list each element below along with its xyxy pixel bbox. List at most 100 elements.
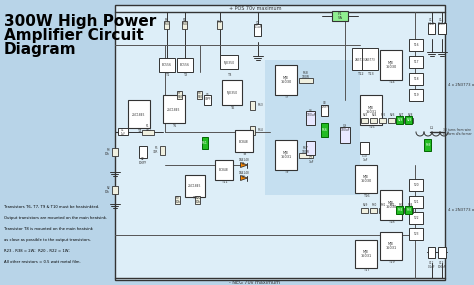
Text: T4: T4: [137, 129, 141, 133]
Bar: [438, 247, 446, 258]
Bar: [362, 48, 378, 70]
Text: R9
10k: R9 10k: [175, 196, 181, 204]
Bar: [409, 56, 423, 68]
Text: C6
100uF: C6 100uF: [306, 109, 316, 117]
Text: R29: R29: [406, 118, 412, 122]
Text: C2
100PF: C2 100PF: [139, 157, 147, 165]
Text: R8
560: R8 560: [198, 91, 202, 99]
Text: R13: R13: [258, 103, 264, 107]
Text: R1
560: R1 560: [164, 18, 170, 26]
Text: R35: R35: [406, 208, 411, 212]
Text: R2
560: R2 560: [182, 18, 188, 26]
Text: MJE
15030: MJE 15030: [360, 175, 372, 183]
Text: Transistors T6, T7, T9 & T10 must be heatsinkted.: Transistors T6, T7, T9 & T10 must be hea…: [4, 205, 100, 209]
Bar: [398, 117, 404, 123]
Bar: [361, 142, 370, 154]
Text: T17: T17: [363, 268, 369, 272]
Text: T18: T18: [413, 77, 419, 81]
Bar: [396, 206, 403, 214]
Bar: [409, 196, 423, 208]
Text: T1: T1: [165, 73, 169, 77]
Bar: [360, 95, 382, 125]
Bar: [115, 5, 445, 280]
Bar: [198, 91, 202, 99]
Text: R26: R26: [389, 113, 395, 117]
Bar: [389, 117, 395, 123]
Bar: [398, 207, 404, 213]
Text: C10
1uF: C10 1uF: [362, 154, 368, 162]
Bar: [275, 65, 297, 95]
Text: R23 - R38 = 2W;  R20 - R22 = 1W;: R23 - R38 = 2W; R20 - R22 = 1W;: [4, 249, 70, 253]
Bar: [355, 240, 377, 268]
Text: T20: T20: [413, 183, 419, 187]
Text: 30 turns from wire
on form d/a former: 30 turns from wire on form d/a former: [443, 128, 472, 136]
Text: C8
100PF: C8 100PF: [321, 101, 329, 109]
Text: 2N3773: 2N3773: [365, 58, 375, 62]
Text: T19: T19: [413, 93, 419, 97]
Text: Output transistors are mounted on the main heatsink.: Output transistors are mounted on the ma…: [4, 216, 107, 220]
Text: MJE
15030: MJE 15030: [385, 201, 397, 209]
Text: T19: T19: [388, 260, 394, 264]
Text: R29: R29: [362, 203, 368, 207]
Text: MJE
15031: MJE 15031: [385, 242, 397, 250]
Bar: [380, 50, 402, 80]
Text: MJE
15031: MJE 15031: [360, 250, 372, 258]
Text: MJE
15030: MJE 15030: [385, 61, 397, 69]
Text: T16: T16: [363, 194, 369, 198]
Text: MJE
15031: MJE 15031: [365, 106, 377, 114]
Text: BC848: BC848: [219, 168, 229, 172]
Text: R31: R31: [380, 203, 386, 207]
Bar: [299, 78, 313, 82]
Bar: [128, 100, 150, 128]
Text: T11: T11: [221, 180, 228, 184]
Text: BC556: BC556: [162, 63, 172, 67]
Bar: [407, 117, 413, 123]
Text: R39: R39: [425, 143, 431, 147]
Text: MJE350: MJE350: [223, 61, 235, 65]
Text: L1: L1: [430, 126, 434, 130]
Bar: [380, 190, 402, 220]
Bar: [405, 116, 412, 124]
Bar: [371, 117, 377, 123]
Text: R2
10k: R2 10k: [105, 186, 110, 194]
Text: - NEG 70v maximum: - NEG 70v maximum: [229, 280, 281, 284]
Text: R11: R11: [202, 141, 208, 145]
Text: 2N3773: 2N3773: [355, 58, 365, 62]
Text: R34: R34: [407, 203, 413, 207]
Bar: [195, 196, 201, 204]
Text: MJE
15031: MJE 15031: [281, 151, 292, 159]
Bar: [250, 125, 255, 135]
Bar: [112, 148, 118, 156]
Bar: [177, 58, 193, 72]
Text: C3
0.1uF: C3 0.1uF: [254, 21, 262, 29]
Text: 1N4148
D2: 1N4148 D2: [238, 171, 249, 179]
Text: T10: T10: [191, 196, 198, 200]
Text: T5: T5: [172, 124, 176, 128]
Text: T15: T15: [368, 125, 374, 129]
Text: R25: R25: [380, 113, 386, 117]
Bar: [355, 165, 377, 193]
Text: F1
5A: F1 5A: [337, 12, 343, 20]
Text: R7
560: R7 560: [177, 91, 182, 99]
Bar: [185, 175, 205, 197]
Text: R33: R33: [398, 203, 404, 207]
Bar: [235, 130, 253, 152]
Bar: [321, 123, 328, 137]
Bar: [371, 207, 377, 213]
Bar: [428, 247, 436, 258]
Text: 2SC1845: 2SC1845: [132, 113, 146, 117]
Text: as close as possible to the output transistors.: as close as possible to the output trans…: [4, 238, 91, 242]
Text: T9: T9: [284, 170, 288, 174]
Bar: [218, 21, 222, 29]
Bar: [112, 186, 118, 194]
Bar: [396, 116, 403, 124]
Polygon shape: [240, 176, 247, 180]
Text: R5
33R: R5 33R: [153, 146, 158, 154]
Text: MJE350: MJE350: [227, 91, 237, 95]
Bar: [164, 21, 170, 29]
Text: BC556: BC556: [180, 63, 190, 67]
Bar: [409, 212, 423, 224]
Text: C13
100nF: C13 100nF: [438, 261, 446, 269]
Text: R28: R28: [397, 118, 403, 122]
Bar: [380, 117, 386, 123]
